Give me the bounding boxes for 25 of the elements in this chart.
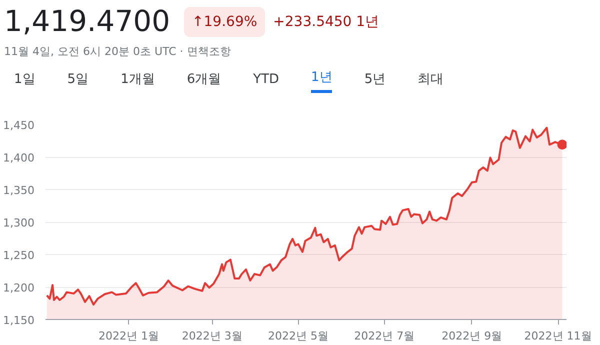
x-tick-label: 2022년 5월 bbox=[268, 330, 328, 342]
text: 1일 bbox=[14, 70, 36, 89]
y-tick-label: 1,150 bbox=[3, 314, 35, 327]
y-tick-label: 1,200 bbox=[3, 282, 35, 294]
x-tick-label: 2022년 1월 bbox=[98, 330, 160, 342]
chart-subtitle: 11월 4일, 오전 6시 20분 0초 UTC · 면책조항 bbox=[3, 44, 232, 60]
text: 1년 bbox=[311, 69, 332, 93]
chart-title: 1,419.4700 bbox=[4, 3, 170, 40]
text: 1개월 bbox=[120, 70, 155, 89]
x-tick-label: 2022년 9월 bbox=[442, 330, 502, 342]
text: 6개월 bbox=[186, 70, 222, 89]
y-tick-label: 1,350 bbox=[3, 184, 35, 197]
y-tick-label: 1,400 bbox=[3, 152, 35, 164]
x-tick-label: 2022년 11월 bbox=[524, 330, 592, 342]
text: +233.5450 1년 bbox=[273, 13, 380, 32]
x-tick-label: 2022년 3월 bbox=[182, 330, 242, 342]
x-tick-label: 2022년 7월 bbox=[354, 330, 415, 342]
y-tick-label: 1,300 bbox=[3, 216, 35, 230]
text: 최대 bbox=[418, 70, 444, 89]
text: YTD bbox=[253, 70, 280, 89]
text: 5년 bbox=[364, 70, 386, 89]
y-tick-label: 1,450 bbox=[3, 119, 35, 132]
text: 5일 bbox=[67, 70, 89, 89]
text: ↑19.69% bbox=[184, 7, 266, 37]
y-tick-label: 1,250 bbox=[3, 249, 35, 262]
